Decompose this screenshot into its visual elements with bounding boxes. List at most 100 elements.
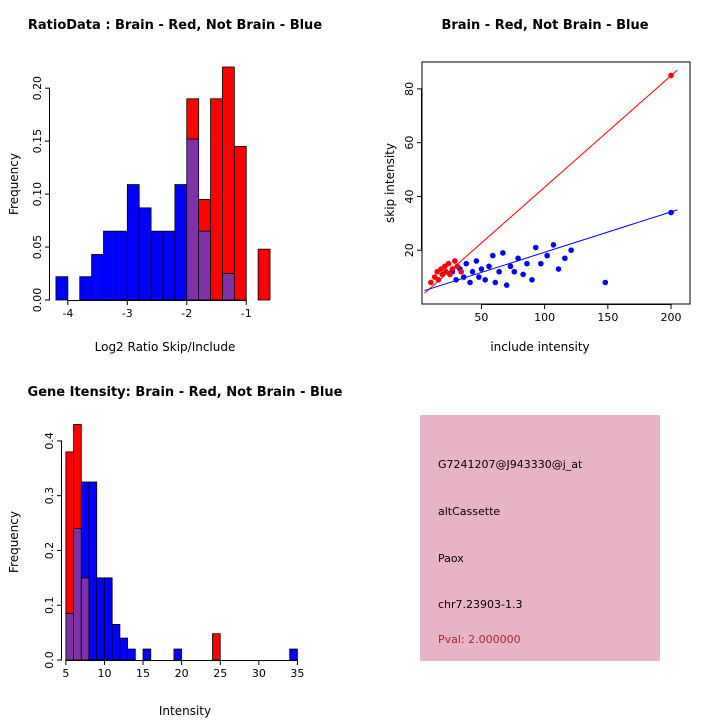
ratio-hist-title: RatioData : Brain - Red, Not Brain - Blu…: [27, 18, 323, 33]
notbrain-point: [507, 263, 514, 270]
plot-box: [421, 61, 691, 305]
ratio-histogram-panel: RatioData : Brain - Red, Not Brain - Blu…: [0, 0, 360, 360]
notbrain-point: [489, 252, 496, 259]
hist-bar: [55, 276, 69, 301]
notbrain-point: [492, 279, 499, 286]
gene-histogram-panel: Gene Itensity: Brain - Red, Not Brain - …: [0, 360, 360, 720]
hist-bar: [127, 648, 136, 661]
notbrain-point: [467, 279, 473, 286]
hist-bar: [119, 637, 129, 661]
intensity-scatter-plot: 50 100 150 200 20 40 60 80: [403, 61, 691, 324]
brain-point: [428, 279, 434, 286]
x-tick-label: -2: [181, 307, 192, 320]
hist-bar: [186, 98, 200, 140]
brain-fit-line: [424, 69, 678, 294]
notbrain-point: [538, 260, 544, 267]
y-tick-label: 0.20: [31, 76, 44, 101]
hist-bar: [104, 577, 113, 661]
ratio-histogram-plot: -4 -3 -2 -1 0.00 0.05 0.10 0.15 0.20: [31, 66, 271, 320]
hist-bar: [174, 184, 188, 301]
notbrain-point: [532, 244, 539, 251]
notbrain-point: [476, 274, 482, 280]
notbrain-point: [500, 250, 506, 256]
hist-bar: [115, 230, 128, 301]
notbrain-point: [463, 260, 470, 267]
hist-bar: [257, 248, 271, 301]
x-tick-label: -3: [122, 307, 133, 320]
brain-point: [454, 263, 461, 270]
notbrain-fit-line: [424, 209, 678, 292]
notbrain-point: [473, 258, 480, 264]
notbrain-point: [555, 266, 562, 272]
hist-bar: [65, 451, 74, 614]
splice-type-text: altCassette: [438, 505, 501, 518]
y-tick-label: 0.00: [31, 288, 44, 313]
hist-bar: [210, 98, 223, 301]
y-tick-label: 0.15: [31, 129, 44, 154]
x-tick-label: -4: [62, 307, 73, 320]
x-tick-label: -1: [241, 307, 252, 320]
scatter-panel: Brain - Red, Not Brain - Blue 50 100 150 20…: [360, 0, 720, 360]
gene-hist-title: Gene Itensity: Brain - Red, Not Brain - …: [27, 385, 343, 400]
hist-bar: [162, 230, 176, 301]
hist-bar: [88, 481, 98, 661]
x-tick-label: 25: [213, 667, 227, 680]
notbrain-point: [453, 277, 459, 283]
hist-bar: [212, 633, 221, 661]
brain-point: [668, 72, 674, 79]
y-tick-label: 0.05: [31, 235, 44, 260]
hist-bar: [91, 254, 104, 301]
hist-bar: [233, 146, 247, 301]
hist-bar: [289, 648, 298, 661]
x-tick-label: 30: [252, 667, 266, 680]
hist-bar-overlap: [73, 528, 82, 661]
notbrain-point: [668, 209, 674, 216]
notbrain-point: [515, 255, 521, 262]
x-tick-label: 150: [597, 311, 618, 324]
hist-bar: [73, 424, 82, 529]
brain-point: [458, 268, 464, 275]
hist-bar-overlap: [198, 230, 211, 301]
notbrain-point: [520, 271, 526, 278]
hist-bar-overlap: [65, 613, 74, 661]
gene-info-panel: G7241207@J943330@j_at altCassette Paox c…: [420, 415, 660, 661]
notbrain-point: [503, 282, 510, 288]
notbrain-point: [562, 255, 568, 262]
scatter-ylabel: skip intensity: [383, 143, 397, 223]
info-panel-quadrant: G7241207@J943330@j_at altCassette Paox c…: [360, 360, 720, 720]
gene-hist-ylabel: Frequency: [7, 511, 21, 573]
x-tick-label: 50: [474, 311, 488, 324]
x-tick-label: 100: [534, 311, 555, 324]
hist-bar: [80, 481, 90, 579]
hist-bar: [222, 66, 235, 274]
y-tick-label: 20: [403, 243, 416, 257]
notbrain-point: [469, 268, 476, 275]
hist-bar: [111, 623, 121, 661]
brain-point: [435, 277, 442, 283]
hist-bar: [103, 230, 116, 301]
ratio-hist-ylabel: Frequency: [7, 153, 21, 215]
notbrain-point: [529, 277, 535, 283]
hist-bar: [96, 577, 105, 661]
x-tick-label: 15: [136, 667, 150, 680]
hist-bar: [198, 198, 211, 232]
x-tick-label: 35: [290, 667, 304, 680]
hist-bar: [126, 184, 140, 301]
hist-bar: [138, 207, 152, 301]
notbrain-point: [524, 260, 530, 267]
brain-point: [447, 271, 453, 278]
y-tick-label: 40: [403, 189, 416, 203]
gene-histogram-plot: 5 10 15 20 25 30 35 0.0 0.1 0.2 0.3 0.4: [43, 424, 304, 680]
x-tick-label: 200: [661, 311, 682, 324]
hist-bar: [173, 648, 183, 661]
notbrain-point: [568, 247, 574, 254]
y-tick-label: 0.10: [31, 182, 44, 207]
notbrain-point: [486, 263, 492, 270]
y-tick-label: 0.1: [43, 596, 56, 614]
y-tick-label: 0.0: [43, 651, 56, 669]
hist-bar-overlap: [80, 577, 90, 661]
scatter-title: Brain - Red, Not Brain - Blue: [441, 18, 649, 33]
gene-hist-xlabel: Intensity: [158, 704, 212, 718]
notbrain-point: [511, 268, 518, 275]
